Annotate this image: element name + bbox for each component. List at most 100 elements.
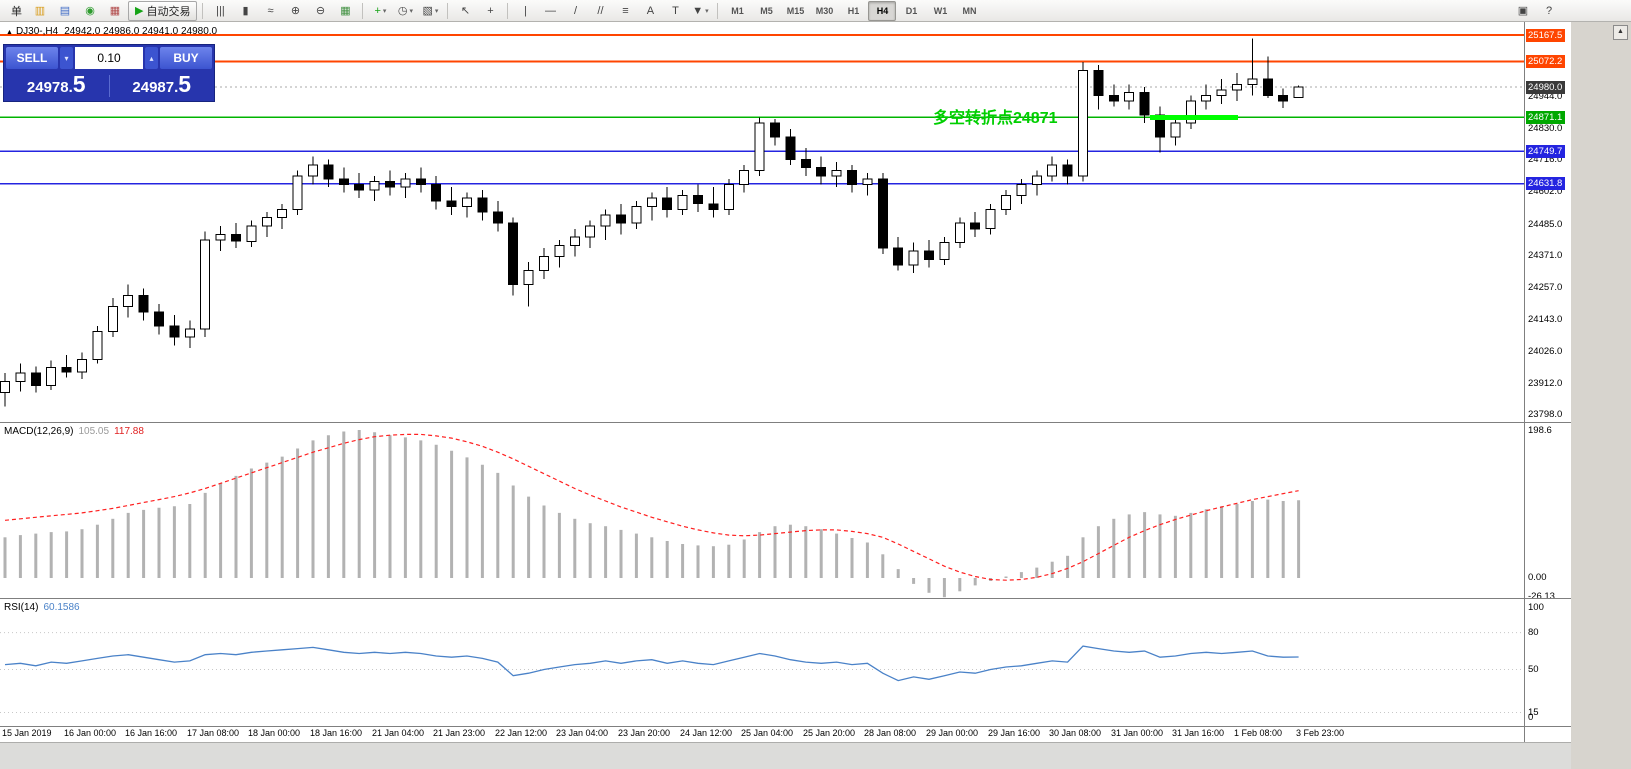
price-axis[interactable]: 24944.0 24830.0 24716.0 24602.0 24485.0 24371… [1524,22,1571,742]
text-icon[interactable]: A [638,1,662,21]
dropdown-arrow-icon: ▾ [705,7,709,15]
zoom-out-icon: ⊖ [315,4,326,17]
label-icon[interactable]: T [663,1,687,21]
panel-splitter-rsi[interactable] [0,598,1571,599]
panel-splitter-macd[interactable] [0,422,1571,423]
autotrade-button-label: 自动交易 [146,5,191,18]
templates-icon[interactable]: ▧ ▾ [418,1,442,21]
timeframe-m30[interactable]: M30 [810,1,838,21]
timeframe-h1[interactable]: H1 [839,1,867,21]
ohlc-values: 24942.0 24986.0 24941.0 24980.0 [64,26,218,37]
price-axis-label: 24716.0 [1528,154,1563,165]
volume-increase-button[interactable]: ▴ [145,47,158,69]
rsi-panel[interactable] [0,599,1524,726]
timeframe-mn-label: MN [962,5,977,16]
volume-input[interactable]: 0.10 [75,47,143,69]
crosshair-icon[interactable]: + [478,1,502,21]
time-axis-label: 25 Jan 04:00 [741,728,794,738]
vertical-line-icon[interactable]: | [513,1,537,21]
time-axis-label: 23 Jan 20:00 [618,728,671,738]
chart-profile-icon[interactable]: ▤ [53,1,77,21]
macd-name: MACD(12,26,9) [4,426,74,437]
bar-chart-type-icon[interactable]: ||| [208,1,232,21]
dropdown-arrow-icon: ▾ [409,7,414,15]
timeframe-d1[interactable]: D1 [897,1,925,21]
text-icon: A [646,4,655,17]
dropdown-arrow-icon: ▾ [382,7,387,15]
timeframe-h4-label: H4 [876,5,889,16]
chart-marker-icon: ▲ [6,29,13,36]
channel-icon[interactable]: // [588,1,612,21]
buy-price[interactable]: 24987.5 [132,71,192,97]
scroll-up-button[interactable]: ▲ [1613,25,1628,40]
trendline-icon: / [573,4,577,17]
order-menu-button-label: 单 [11,5,22,18]
data-window-icon[interactable]: ◉ [78,1,102,21]
time-axis-label: 22 Jan 12:00 [495,728,548,738]
time-axis-label: 29 Jan 16:00 [988,728,1041,738]
time-axis-label: 18 Jan 00:00 [248,728,301,738]
time-axis-label: 23 Jan 04:00 [556,728,609,738]
indicators-icon[interactable]: + ▾ [368,1,392,21]
autotrade-button[interactable]: ▶ 自动交易 [128,0,198,21]
candlestick-type-icon: ▮ [242,4,249,17]
price-axis-label: 24371.0 [1528,250,1563,261]
tile-windows-icon[interactable]: ▦ [333,1,357,21]
toolbar-left-group: 单 ▥ ▤ ◉ ▦ ▶ 自动交易 ||| ▮ ≈ ⊕ ⊖ ▦ + ▾ ◷ ▾ ▧ ▾ ↖ + | — ///≡ A T ▼ ▾ M1 M5… [0,0,1511,21]
macd-panel[interactable] [0,423,1524,598]
market-watch-icon[interactable]: ▦ [103,1,127,21]
toolbar-right-group: ▣? [1511,1,1631,21]
fibonacci-icon[interactable]: ≡ [613,1,637,21]
price-divider [108,75,110,97]
cursor-icon: ↖ [460,4,471,17]
macd-indicator-label: MACD(12,26,9) 105.05 117.88 [4,426,144,437]
order-menu-button[interactable]: 单 [3,1,27,21]
timeframe-mn[interactable]: MN [955,1,983,21]
time-axis-label: 29 Jan 00:00 [926,728,979,738]
timeframe-m15[interactable]: M15 [781,1,809,21]
zoom-in-icon[interactable]: ⊕ [283,1,307,21]
templates-icon: ▧ [422,4,433,17]
right-dock-area: ▲ [1571,22,1631,769]
horizontal-line-icon: — [544,4,556,17]
sell-price[interactable]: 24978.5 [26,71,86,97]
chart-list-icon[interactable]: ▣ [1517,5,1529,17]
timeframe-d1-label: D1 [905,5,918,16]
toolbar-separator [362,2,364,19]
zoom-out-icon[interactable]: ⊖ [308,1,332,21]
time-axis-label: 17 Jan 08:00 [187,728,240,738]
timeframe-h1-label: H1 [847,5,860,16]
line-chart-type-icon[interactable]: ≈ [258,1,282,21]
timeframe-m5[interactable]: M5 [752,1,780,21]
candlestick-type-icon[interactable]: ▮ [233,1,257,21]
tile-windows-icon: ▦ [340,4,351,17]
time-axis[interactable]: 15 Jan 2019 16 Jan 00:00 16 Jan 16:00 17 Ja… [0,727,1524,742]
price-axis-label: 24143.0 [1528,314,1563,325]
horizontal-line-icon[interactable]: — [538,1,562,21]
volume-decrease-button[interactable]: ▾ [60,47,73,69]
symbol-period-label: DJ30-,H4 [15,26,59,37]
time-axis-label: 21 Jan 23:00 [433,728,486,738]
rsi-indicator-label: RSI(14) 60.1586 [4,602,80,613]
timeframe-m1[interactable]: M1 [723,1,751,21]
price-level-label: 24749.7 [1526,145,1566,158]
price-axis-label: 24026.0 [1528,346,1563,357]
vertical-line-icon: | [524,4,527,17]
trendline-icon[interactable]: / [563,1,587,21]
timeframe-h4[interactable]: H4 [868,0,897,21]
toolbar-separator [202,2,204,19]
timeframe-w1[interactable]: W1 [926,1,954,21]
macd-axis-label: 198.6 [1528,425,1552,436]
sell-button[interactable]: SELL [6,47,58,69]
cursor-icon[interactable]: ↖ [453,1,477,21]
help-icon[interactable]: ? [1545,4,1553,17]
time-axis-label: 16 Jan 16:00 [125,728,178,738]
price-chart[interactable]: 多空转折点24871 [0,22,1524,422]
rsi-axis-label: 15 [1528,707,1539,718]
buy-button[interactable]: BUY [160,47,212,69]
new-order-icon[interactable]: ▥ [28,1,52,21]
arrows-icon[interactable]: ▼ ▾ [688,1,712,21]
time-axis-border [0,726,1571,727]
periods-icon[interactable]: ◷ ▾ [393,1,417,21]
timeframe-m5-label: M5 [760,5,773,16]
